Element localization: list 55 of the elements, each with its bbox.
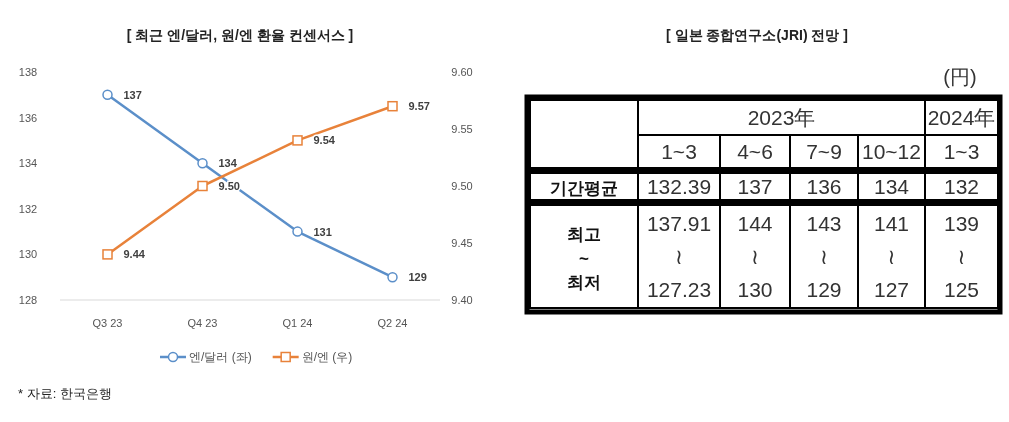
x-tick-label: Q1 24 bbox=[282, 317, 313, 329]
text: 144 ≀ 130 bbox=[737, 211, 773, 301]
text: 1~3 bbox=[943, 139, 980, 163]
text: (円) bbox=[943, 66, 977, 88]
y-tick-label: 130 bbox=[18, 248, 38, 261]
point bbox=[292, 226, 303, 237]
y-tick-label: 128 bbox=[18, 294, 38, 306]
data-label: 129 bbox=[408, 271, 427, 284]
text: 2024年 bbox=[927, 105, 996, 129]
text: 132.39 bbox=[646, 174, 712, 198]
point bbox=[292, 135, 303, 146]
data-label: 137 bbox=[123, 88, 142, 101]
text: 143 ≀ 129 bbox=[806, 211, 842, 301]
text: 2023年 bbox=[747, 105, 816, 129]
y-tick-label: 134 bbox=[18, 157, 38, 170]
text: * 자료: 한국은행 bbox=[18, 386, 112, 401]
text: 최고 ~ 최저 bbox=[567, 224, 601, 292]
text: 134 bbox=[873, 174, 910, 198]
y2-tick-label: 9.60 bbox=[451, 66, 473, 78]
point bbox=[387, 100, 398, 112]
x-tick-label: Q2 24 bbox=[377, 317, 408, 329]
legend-label: 원/엔 (우) bbox=[301, 350, 353, 364]
data-label: 134 bbox=[218, 157, 238, 170]
text: 10~12 bbox=[862, 139, 921, 163]
y-tick-label: 136 bbox=[18, 111, 38, 124]
y-tick-label: 132 bbox=[18, 202, 38, 215]
text: 139 ≀ 125 bbox=[943, 211, 980, 301]
data-label: 131 bbox=[313, 225, 332, 238]
y2-tick-label: 9.40 bbox=[451, 294, 473, 306]
data-label: 9.57 bbox=[408, 100, 430, 113]
text: 132 bbox=[943, 174, 980, 198]
text: 137 bbox=[737, 174, 773, 198]
data-label: 9.44 bbox=[123, 248, 146, 261]
text: 4~6 bbox=[737, 139, 773, 163]
point bbox=[102, 249, 113, 260]
point bbox=[387, 271, 398, 283]
text: 141 ≀ 127 bbox=[873, 211, 910, 301]
x-tick-label: Q3 23 bbox=[92, 317, 123, 329]
text: 기간평균 bbox=[550, 178, 618, 198]
x-tick-label: Q4 23 bbox=[187, 317, 218, 329]
text: 136 bbox=[806, 174, 842, 198]
chart-title: [ 최근 엔/달러, 원/엔 환율 컨센서스 ] bbox=[126, 27, 354, 43]
y2-tick-label: 9.55 bbox=[451, 123, 473, 135]
y2-tick-label: 9.50 bbox=[451, 180, 473, 192]
y-tick-label: 138 bbox=[18, 66, 38, 78]
point bbox=[102, 89, 113, 101]
text: 1~3 bbox=[661, 139, 697, 163]
point bbox=[197, 157, 208, 169]
text: 137.91 ≀ 127.23 bbox=[646, 211, 712, 301]
data-label: 9.54 bbox=[313, 134, 336, 147]
text: [ 일본 종합연구소(JRI) 전망 ] bbox=[666, 27, 848, 43]
point bbox=[197, 180, 208, 192]
legend-label: 엔/달러 (좌) bbox=[189, 350, 252, 364]
y2-tick-label: 9.45 bbox=[451, 237, 473, 249]
text: 7~9 bbox=[806, 139, 842, 163]
